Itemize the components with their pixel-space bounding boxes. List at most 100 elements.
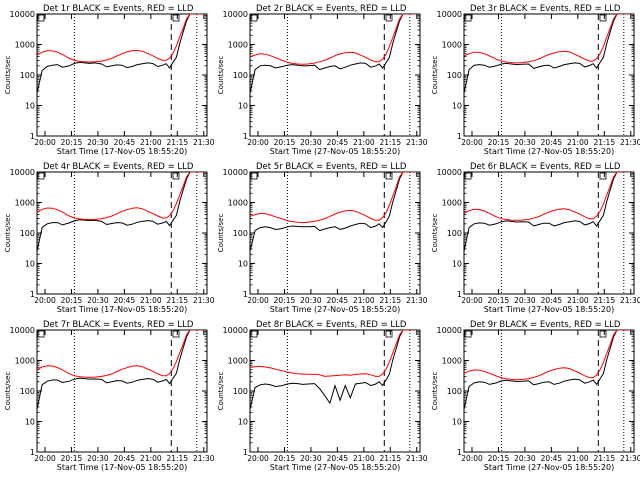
panel-title: Det 5r BLACK = Events, RED = LLD [256,162,407,172]
x-tick-label: 20:45 [541,454,563,463]
x-tick-label: 21:30 [620,296,640,305]
x-tick-label: 21:30 [406,138,428,147]
saa-marker [385,172,393,180]
detector-panel-1: 1 10 100 1000 10000 20:00 20:15 20:30 20:45 21:00… [4,4,215,156]
detector-panel-5: 1 10 100 1000 10000 20:00 20:15 20:30 20:45 21:00… [217,162,428,314]
events-series-line [250,330,417,410]
x-tick-label: 21:00 [567,138,589,147]
x-tick-label: 20:00 [247,138,269,147]
x-tick-label: 21:15 [166,454,188,463]
detector-panel-4: 1 10 100 1000 10000 20:00 20:15 20:30 20:45 21:00… [4,162,215,314]
y-tick-label: 1 [243,132,248,141]
events-series-line [37,14,204,94]
y-axis-label: Counts/sec [4,214,12,253]
x-tick-label: 20:45 [114,296,136,305]
panel-title: Det 6r BLACK = Events, RED = LLD [470,162,621,172]
x-tick-label: 20:45 [327,296,349,305]
y-tick-label: 1000 [15,199,35,208]
x-tick-label: 20:30 [514,454,536,463]
y-tick-label: 10000 [437,326,462,335]
detector-panel-6: 1 10 100 1000 10000 20:00 20:15 20:30 20:45 21:00… [431,162,640,314]
saa-marker [172,330,180,338]
y-axis-label: Counts/sec [431,56,439,95]
x-tick-label: 21:00 [353,454,375,463]
y-tick-label: 1000 [228,199,248,208]
x-axis-label: Start Time (27-Nov-05 18:55:20) [484,305,614,314]
y-axis-label: Counts/sec [431,214,439,253]
saa-marker [172,172,180,180]
x-tick-label: 20:45 [327,138,349,147]
lld-series-line [250,172,417,224]
detector-panel-7: 1 10 100 1000 10000 20:00 20:15 20:30 20:45 21:00… [4,320,215,472]
x-tick-label: 20:00 [461,138,483,147]
y-tick-label: 1000 [442,357,462,366]
x-tick-label: 20:45 [114,138,136,147]
y-tick-label: 1000 [228,357,248,366]
saa-marker [599,330,607,338]
x-tick-label: 20:30 [87,138,109,147]
y-tick-label: 1 [30,448,35,457]
y-tick-label: 1 [457,448,462,457]
y-tick-label: 10 [452,418,462,427]
lld-series-line [464,172,631,221]
events-series-line [250,14,417,94]
x-tick-label: 21:15 [593,138,615,147]
x-axis-label: Start Time (27-Nov-05 18:55:20) [270,463,400,472]
lld-series-line [37,14,204,63]
x-tick-label: 20:00 [461,454,483,463]
x-tick-label: 20:00 [34,296,56,305]
start-marker [250,172,258,180]
detector-panel-2: 1 10 100 1000 10000 20:00 20:15 20:30 20:45 21:00… [217,4,428,156]
events-series-line [464,14,631,94]
x-tick-label: 21:15 [166,138,188,147]
start-marker [37,330,45,338]
events-series-line [464,172,631,252]
detector-panel-8: 1 10 100 1000 10000 20:00 20:15 20:30 20:45 21:00… [217,320,428,472]
x-tick-label: 20:30 [87,296,109,305]
x-axis-label: Start Time (27-Nov-05 18:55:20) [484,463,614,472]
y-tick-label: 10 [25,260,35,269]
y-tick-label: 10000 [10,168,35,177]
x-tick-label: 21:00 [140,454,162,463]
y-tick-label: 10 [452,102,462,111]
x-tick-label: 21:30 [193,454,215,463]
x-axis-label: Start Time (27-Nov-05 18:55:20) [484,147,614,156]
x-tick-label: 20:45 [541,296,563,305]
x-tick-label: 21:30 [620,454,640,463]
x-tick-label: 20:30 [300,454,322,463]
x-tick-label: 21:30 [193,138,215,147]
x-tick-label: 20:30 [514,138,536,147]
x-tick-label: 20:15 [274,138,296,147]
x-tick-label: 21:15 [379,138,401,147]
lld-series-line [250,14,417,65]
panel-title: Det 2r BLACK = Events, RED = LLD [256,4,407,14]
start-marker [464,172,472,180]
x-tick-label: 21:15 [593,296,615,305]
x-tick-label: 21:30 [193,296,215,305]
x-tick-label: 20:00 [247,296,269,305]
start-marker [37,14,45,22]
start-marker [37,172,45,180]
x-tick-label: 21:00 [353,138,375,147]
x-tick-label: 20:15 [488,138,510,147]
x-tick-label: 20:45 [541,138,563,147]
lld-series-line [464,330,631,381]
y-tick-label: 1000 [15,357,35,366]
x-tick-label: 20:30 [514,296,536,305]
x-tick-label: 20:00 [461,296,483,305]
saa-marker [385,14,393,22]
x-tick-label: 21:00 [140,296,162,305]
y-tick-label: 100 [447,229,462,238]
x-tick-label: 21:15 [379,454,401,463]
y-axis-label: Counts/sec [4,372,12,411]
y-tick-label: 100 [233,71,248,80]
x-tick-label: 20:45 [114,454,136,463]
x-tick-label: 21:15 [166,296,188,305]
y-tick-label: 10 [238,260,248,269]
y-tick-label: 100 [20,387,35,396]
y-tick-label: 1 [457,132,462,141]
events-series-line [250,172,417,252]
x-tick-label: 20:15 [488,454,510,463]
y-tick-label: 10 [238,102,248,111]
